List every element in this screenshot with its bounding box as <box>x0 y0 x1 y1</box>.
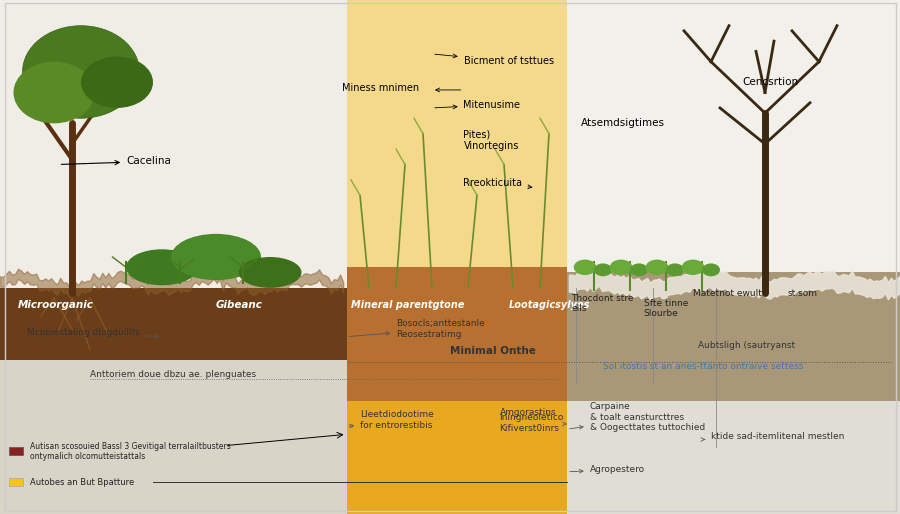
Text: Atsemdsigtimes: Atsemdsigtimes <box>580 118 664 128</box>
Text: Sol.itostis st an anes-ttanto ontraive settess: Sol.itostis st an anes-ttanto ontraive s… <box>603 362 804 371</box>
Ellipse shape <box>574 260 596 275</box>
Text: Mitenusime: Mitenusime <box>435 100 520 110</box>
Ellipse shape <box>81 57 153 108</box>
Ellipse shape <box>702 263 720 277</box>
Text: Bicment of tsttues: Bicment of tsttues <box>435 54 554 66</box>
Text: Iningneoletico
Kifiverst0inrs: Iningneoletico Kifiverst0inrs <box>500 413 567 433</box>
Ellipse shape <box>171 234 261 280</box>
Text: Amgorastins: Amgorastins <box>500 408 556 417</box>
Text: Lootagicsylyes: Lootagicsylyes <box>508 300 590 310</box>
Bar <box>346 267 567 401</box>
Text: Mineral parentgtone: Mineral parentgtone <box>351 300 464 310</box>
Text: Bosocls;anttestanle
Reosestratimg: Bosocls;anttestanle Reosestratimg <box>349 319 485 339</box>
Text: Gibeanc: Gibeanc <box>216 300 263 310</box>
Bar <box>346 401 567 514</box>
Bar <box>9 447 22 455</box>
Bar <box>0 0 346 514</box>
Text: Agropestero: Agropestero <box>570 465 644 474</box>
Bar <box>0 360 346 514</box>
Text: Lleetdiodootime
for entrorestibis: Lleetdiodootime for entrorestibis <box>349 410 434 430</box>
Text: Sfte tinne
Slourbe: Sfte tinne Slourbe <box>644 299 688 318</box>
Text: Mcopiestaling dlogquillts: Mcopiestaling dlogquillts <box>27 328 158 338</box>
Text: Rreokticuita: Rreokticuita <box>464 178 532 189</box>
Ellipse shape <box>646 260 668 275</box>
Bar <box>0 288 346 360</box>
Text: Cencsrtion: Cencsrtion <box>742 77 798 87</box>
Text: Aubtsligh (sautryanst: Aubtsligh (sautryanst <box>698 341 795 350</box>
Text: Autobes an But Bpatture: Autobes an But Bpatture <box>30 478 134 487</box>
Text: Minimal Onthe: Minimal Onthe <box>450 345 536 356</box>
Text: Microorganic: Microorganic <box>18 300 94 310</box>
Text: ktide sad-itemlitenal mestlen: ktide sad-itemlitenal mestlen <box>701 432 844 442</box>
Text: Carpaine
& toalt eansturcttres
& Oogecttates tuttochied: Carpaine & toalt eansturcttres & Oogectt… <box>570 402 705 432</box>
Text: Thocdont stre
ells: Thocdont stre ells <box>572 293 634 313</box>
Text: Autisan scosouied Bassl 3 Gevitigal terralailtbusters
ontymalich olcomutteistatt: Autisan scosouied Bassl 3 Gevitigal terr… <box>30 442 230 461</box>
Text: Pites)
Vinortegins: Pites) Vinortegins <box>464 130 519 151</box>
Text: Miness mnimen: Miness mnimen <box>342 83 419 94</box>
Bar <box>567 401 900 514</box>
Text: Cacelina: Cacelina <box>61 156 171 167</box>
Bar <box>346 0 567 514</box>
Ellipse shape <box>126 249 198 285</box>
Text: Matetnot ewult: Matetnot ewult <box>693 288 762 298</box>
Ellipse shape <box>238 257 302 288</box>
Ellipse shape <box>14 62 94 123</box>
Bar <box>567 272 900 401</box>
Bar <box>567 0 900 514</box>
Ellipse shape <box>610 260 632 275</box>
Ellipse shape <box>22 26 140 118</box>
Text: st.som: st.som <box>788 288 817 298</box>
Text: Anttoriem doue dbzu ae. plenguates: Anttoriem doue dbzu ae. plenguates <box>90 370 256 379</box>
Ellipse shape <box>682 260 704 275</box>
Ellipse shape <box>594 263 612 277</box>
Ellipse shape <box>630 263 648 277</box>
Ellipse shape <box>666 263 684 277</box>
Bar <box>9 478 22 486</box>
